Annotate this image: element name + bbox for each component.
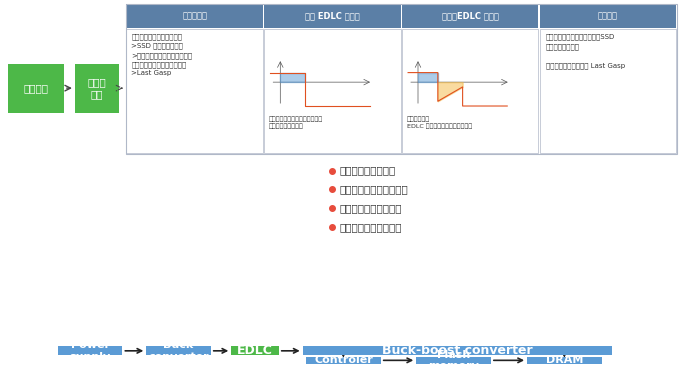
Text: 电源断开时的高输出出备份
>SSD 的数据备份电源
>小型设备更换电池时提供支持
电源断开时的数据备份用电源
>Last Gasp: 电源断开时的高输出出备份 >SSD 的数据备份电源 >小型设备更换电池时提供支持… bbox=[131, 34, 192, 76]
FancyBboxPatch shape bbox=[402, 4, 539, 28]
FancyBboxPatch shape bbox=[58, 346, 122, 355]
FancyBboxPatch shape bbox=[126, 4, 262, 28]
FancyBboxPatch shape bbox=[303, 346, 612, 355]
Text: 由于电池带的消耗、电源断开，
负荷的功能完全停止: 由于电池带的消耗、电源断开， 负荷的功能完全停止 bbox=[269, 116, 323, 129]
Text: 电池＋EDLC 的情况: 电池＋EDLC 的情况 bbox=[441, 12, 498, 20]
FancyBboxPatch shape bbox=[416, 357, 491, 364]
FancyBboxPatch shape bbox=[264, 4, 401, 28]
Text: DRAM: DRAM bbox=[546, 356, 583, 365]
Text: Controler: Controler bbox=[314, 356, 373, 365]
Text: 没有起火的危险，安全: 没有起火的危险，安全 bbox=[340, 222, 403, 232]
Text: 将多个电容器并成一个: 将多个电容器并成一个 bbox=[340, 203, 403, 213]
FancyBboxPatch shape bbox=[540, 28, 676, 153]
FancyBboxPatch shape bbox=[527, 357, 602, 364]
FancyBboxPatch shape bbox=[264, 28, 401, 153]
FancyBboxPatch shape bbox=[8, 64, 64, 112]
Text: Flash
memory: Flash memory bbox=[428, 350, 479, 371]
Text: 用较大的蓄电能量来弥补: 用较大的蓄电能量来弥补 bbox=[340, 184, 409, 194]
FancyBboxPatch shape bbox=[231, 346, 279, 355]
Text: Buck-boost converter: Buck-boost converter bbox=[382, 344, 532, 357]
Text: 电源切断时，
EDLC 还辅助性地对输出提供支持: 电源切断时， EDLC 还辅助性地对输出提供支持 bbox=[407, 116, 472, 129]
FancyBboxPatch shape bbox=[306, 357, 381, 364]
FancyBboxPatch shape bbox=[540, 4, 676, 28]
Text: 电源备份: 电源备份 bbox=[24, 83, 48, 93]
Text: 应用示例: 应用示例 bbox=[598, 12, 617, 20]
FancyBboxPatch shape bbox=[75, 64, 119, 112]
FancyBboxPatch shape bbox=[126, 28, 262, 153]
Text: 没有 EDLC 的情况: 没有 EDLC 的情况 bbox=[305, 12, 360, 20]
Text: 效果和用途: 效果和用途 bbox=[182, 12, 207, 20]
Text: 失电时的备用电容器: 失电时的备用电容器 bbox=[340, 166, 396, 176]
FancyBboxPatch shape bbox=[402, 28, 539, 153]
Text: 电源意外切断时的备份电源（SSD
等用的失电保护）

针对电池用完等情况的 Last Gasp: 电源意外切断时的备份电源（SSD 等用的失电保护） 针对电池用完等情况的 Las… bbox=[546, 34, 625, 69]
Text: EDLC: EDLC bbox=[237, 344, 273, 357]
FancyBboxPatch shape bbox=[146, 346, 211, 355]
Text: Power
supply: Power supply bbox=[69, 340, 111, 362]
Text: Buck
converter: Buck converter bbox=[148, 340, 209, 362]
Text: 高输出
备份: 高输出 备份 bbox=[88, 77, 106, 99]
